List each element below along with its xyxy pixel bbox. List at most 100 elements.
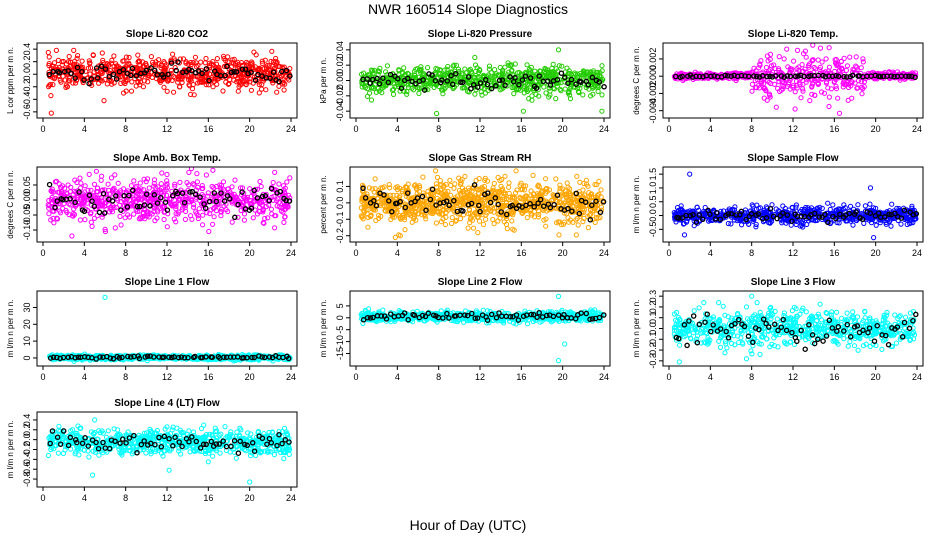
data-point	[253, 52, 259, 58]
data-point	[282, 214, 288, 220]
data-point	[402, 227, 408, 233]
data-point	[753, 221, 759, 227]
data-point	[443, 214, 449, 220]
x-tick-label: 0	[40, 248, 45, 258]
data-point	[491, 78, 497, 84]
reference-point	[270, 69, 277, 75]
data-point	[466, 207, 472, 213]
reference-point	[154, 200, 161, 206]
y-tick-label: -0.004	[648, 98, 658, 124]
data-point	[451, 62, 457, 68]
data-point	[104, 81, 110, 87]
data-point	[195, 213, 201, 219]
reference-point	[86, 80, 92, 87]
data-point	[266, 74, 272, 80]
data-point	[847, 203, 854, 209]
data-point	[527, 207, 533, 213]
data-point	[276, 181, 282, 187]
data-point	[164, 185, 171, 191]
data-point	[411, 216, 417, 222]
y-tick-label: -0.05	[22, 205, 32, 226]
data-point	[830, 202, 836, 208]
data-point	[117, 202, 123, 208]
data-point	[70, 80, 76, 86]
data-point	[230, 60, 237, 66]
reference-point	[587, 217, 594, 223]
data-point	[175, 211, 181, 217]
data-point	[564, 180, 570, 186]
data-point	[580, 219, 586, 225]
reference-point	[197, 194, 203, 200]
data-point	[599, 92, 605, 98]
reference-point	[589, 74, 596, 81]
data-point	[787, 86, 793, 92]
reference-point	[537, 196, 544, 203]
data-point	[425, 87, 431, 93]
data-point	[860, 59, 866, 65]
data-point	[57, 77, 63, 83]
data-point	[87, 60, 93, 67]
data-point	[811, 76, 817, 82]
reference-point	[573, 190, 580, 197]
data-point	[473, 199, 479, 205]
data-point	[141, 78, 147, 84]
data-point	[768, 80, 774, 87]
reference-point	[72, 75, 78, 81]
reference-point	[369, 76, 376, 83]
data-point	[440, 72, 447, 79]
data-point	[241, 211, 248, 217]
data-point	[464, 69, 470, 76]
data-point	[109, 57, 115, 64]
y-tick-label: -0.02	[335, 86, 345, 107]
data-point	[858, 79, 864, 85]
data-point	[483, 216, 489, 222]
data-point	[75, 72, 81, 78]
reference-point	[402, 204, 409, 211]
data-point	[188, 91, 194, 98]
data-point	[268, 58, 274, 65]
reference-point	[502, 82, 508, 89]
data-point	[221, 203, 227, 209]
data-point	[458, 192, 464, 198]
data-point	[793, 202, 800, 208]
data-point	[364, 93, 371, 100]
data-point	[195, 62, 201, 69]
data-point	[835, 95, 841, 101]
reference-point	[901, 207, 908, 214]
data-point	[718, 211, 725, 217]
data-point	[270, 179, 276, 186]
data-point	[460, 202, 466, 208]
reference-point	[516, 82, 522, 88]
data-point	[495, 188, 501, 194]
data-point	[375, 68, 381, 74]
data-point	[580, 92, 586, 98]
data-point	[401, 65, 407, 71]
data-point	[884, 217, 891, 223]
data-point	[416, 183, 422, 189]
data-point	[108, 175, 115, 181]
data-point	[274, 59, 280, 65]
data-point	[361, 204, 367, 210]
data-point	[376, 88, 382, 94]
data-point	[757, 62, 763, 68]
reference-point	[100, 190, 107, 197]
data-point	[287, 195, 293, 201]
data-point	[384, 192, 390, 198]
data-point	[46, 54, 52, 60]
data-point	[390, 91, 397, 98]
data-point	[524, 207, 530, 213]
x-tick-label: 8	[436, 124, 441, 134]
data-point	[206, 71, 213, 77]
data-point	[577, 85, 583, 92]
outlier-point	[599, 108, 605, 114]
data-point	[170, 51, 176, 57]
data-point	[203, 82, 209, 88]
reference-point	[254, 195, 261, 201]
data-point	[221, 63, 228, 70]
data-point	[421, 82, 427, 88]
reference-point	[773, 73, 779, 79]
data-point	[587, 211, 594, 217]
data-point	[756, 85, 763, 91]
